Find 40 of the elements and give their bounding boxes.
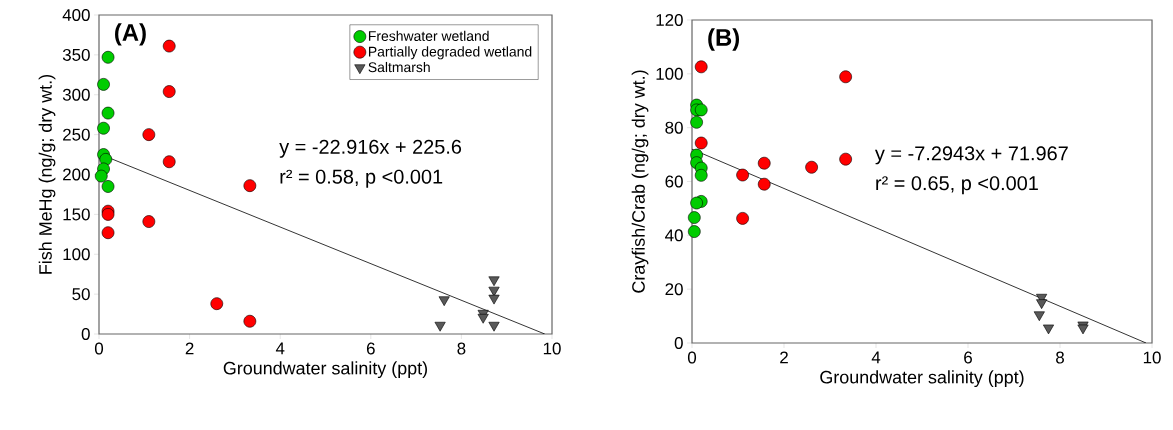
y-tick-label: 40 [665, 229, 683, 242]
legend-label: Saltmarsh [368, 61, 430, 73]
x-tick-label: 8 [1056, 351, 1064, 364]
x-axis-title: Groundwater salinity (ppt) [223, 361, 428, 379]
x-tick-label: 6 [964, 351, 972, 364]
x-tick-label: 0 [687, 351, 697, 364]
annotation: y = -22.916x + 225.6 [279, 139, 462, 158]
y-tick-label: 200 [63, 168, 90, 181]
y-tick-label: 20 [665, 283, 683, 296]
y-tick-label: 100 [63, 248, 90, 261]
y-tick-label: 400 [62, 9, 90, 21]
y-tick-label: 80 [665, 121, 683, 134]
legend-label: Partially degraded wetland [368, 46, 532, 60]
y-tick-label: 60 [665, 175, 683, 188]
y-tick-label: 0 [81, 328, 90, 340]
annotation: r² = 0.65, p <0.001 [876, 176, 1038, 195]
y-tick-label: 350 [62, 48, 90, 61]
x-tick-label: 0 [94, 342, 104, 355]
x-axis-title: Groundwater salinity (ppt) [820, 370, 1024, 388]
y-axis-title: Crayfish/Crab (ng/g; dry wt.) [631, 70, 649, 293]
annotation: r² = 0.58, p <0.001 [280, 169, 443, 188]
y-tick-label: 120 [656, 14, 683, 26]
y-tick-label: 50 [72, 288, 90, 301]
y-tick-label: 250 [63, 128, 90, 141]
y-tick-label: 100 [656, 67, 683, 80]
x-tick-label: 2 [780, 351, 788, 364]
x-tick-label: 10 [1143, 351, 1161, 364]
x-tick-label: 10 [543, 342, 561, 355]
x-tick-label: 4 [275, 342, 285, 355]
y-axis-title: Fish MeHg (ng/g; dry wt.) [38, 74, 56, 274]
x-tick-label: 6 [366, 342, 375, 355]
legend-label: Freshwater wetland [368, 30, 489, 42]
x-tick-label: 2 [185, 342, 194, 355]
x-tick-label: 4 [871, 351, 881, 364]
x-tick-label: 8 [457, 342, 466, 355]
y-tick-label: 150 [63, 208, 90, 221]
y-tick-label: 300 [62, 88, 90, 101]
annotation: y = -7.2943x + 71.967 [874, 146, 1068, 165]
chart-title: (B) [708, 28, 740, 51]
chart-title: (A) [115, 23, 146, 46]
